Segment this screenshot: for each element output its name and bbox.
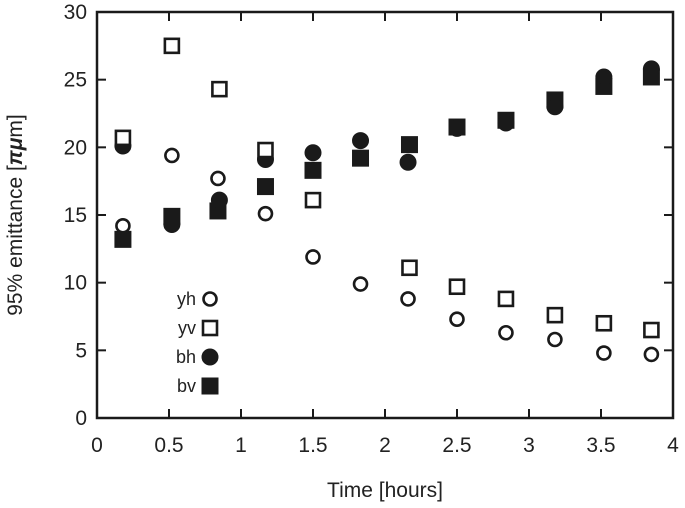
point-yh [596,345,612,361]
legend-label: bv [177,376,196,396]
legend-item-yh: yh [177,289,218,309]
y-axis-title: 95% emittance [πμm] [4,114,27,316]
x-tick-label: 0 [91,434,103,457]
legend-marker [201,377,219,395]
point-yh [643,346,660,363]
series-yv [114,37,660,339]
y-tick-label: 0 [75,407,87,430]
point-bv [400,136,418,154]
legend-label: yv [178,318,196,338]
y-axis-title-prefix: 95% emittance [ [4,165,27,316]
y-axis-title-unit: πμ [4,137,27,165]
y-tick-label: 30 [64,1,87,24]
legend-marker [202,291,218,307]
x-tick-label: 2.5 [442,434,471,457]
point-yv [497,290,515,308]
series-bv [114,68,660,248]
axis-ticks [96,11,674,419]
point-yh [400,291,416,307]
point-yv [257,141,274,159]
y-axis-title-suffix: m] [4,114,27,137]
point-yv [304,191,322,209]
point-bh [210,191,228,209]
point-bh [595,68,613,86]
point-bh [399,153,417,171]
legend-item-bh: bh [176,347,219,367]
point-yv [211,80,228,98]
y-tick-label: 10 [64,272,87,295]
point-yh [115,218,131,234]
point-bh [546,98,564,116]
point-yh [210,170,226,187]
x-axis-title: Time [hours] [327,479,443,502]
point-bv [352,149,370,167]
x-tick-label: 0.5 [154,434,183,457]
point-bh [304,144,322,162]
point-yv [546,306,564,324]
point-yh [449,311,465,328]
point-yv [114,129,132,147]
point-bh [352,132,370,150]
legend: yh yv bh bv [176,289,219,396]
legend-marker [201,348,219,366]
axis-tick-labels: 0 0.5 1 1.5 2 2.5 3 3.5 4 0 5 10 15 20 25 30 [64,1,680,457]
legend-item-bv: bv [177,376,219,396]
point-yv [163,37,181,55]
point-yh [547,331,563,348]
point-yv [401,259,418,277]
point-yv [643,321,660,339]
x-tick-label: 3.5 [586,434,615,457]
point-yh [352,276,369,292]
legend-label: yh [177,289,196,309]
series-bh [114,60,660,233]
x-tick-label: 2 [379,434,391,457]
x-tick-label: 1 [235,434,247,457]
series-yh [115,147,660,363]
x-tick-label: 3 [523,434,535,457]
point-bv [256,178,274,196]
y-tick-label: 25 [64,69,87,92]
point-yh [305,249,321,265]
legend-label: bh [176,347,196,367]
point-bh [642,60,660,78]
y-tick-label: 20 [64,136,87,159]
data-points [114,37,660,363]
point-bv [304,161,322,179]
point-bv [114,230,132,248]
point-yh [498,324,514,341]
point-yv [595,314,613,332]
legend-marker [201,319,219,337]
point-bh [448,119,466,137]
point-bh [163,215,181,233]
point-bh [497,114,515,132]
point-yv [448,278,466,296]
x-tick-label: 1.5 [298,434,327,457]
point-yh [257,205,274,222]
y-tick-label: 15 [64,204,87,227]
legend-item-yv: yv [178,318,219,338]
y-tick-label: 5 [75,339,87,362]
x-tick-label: 4 [667,434,679,457]
point-yh [164,147,180,164]
